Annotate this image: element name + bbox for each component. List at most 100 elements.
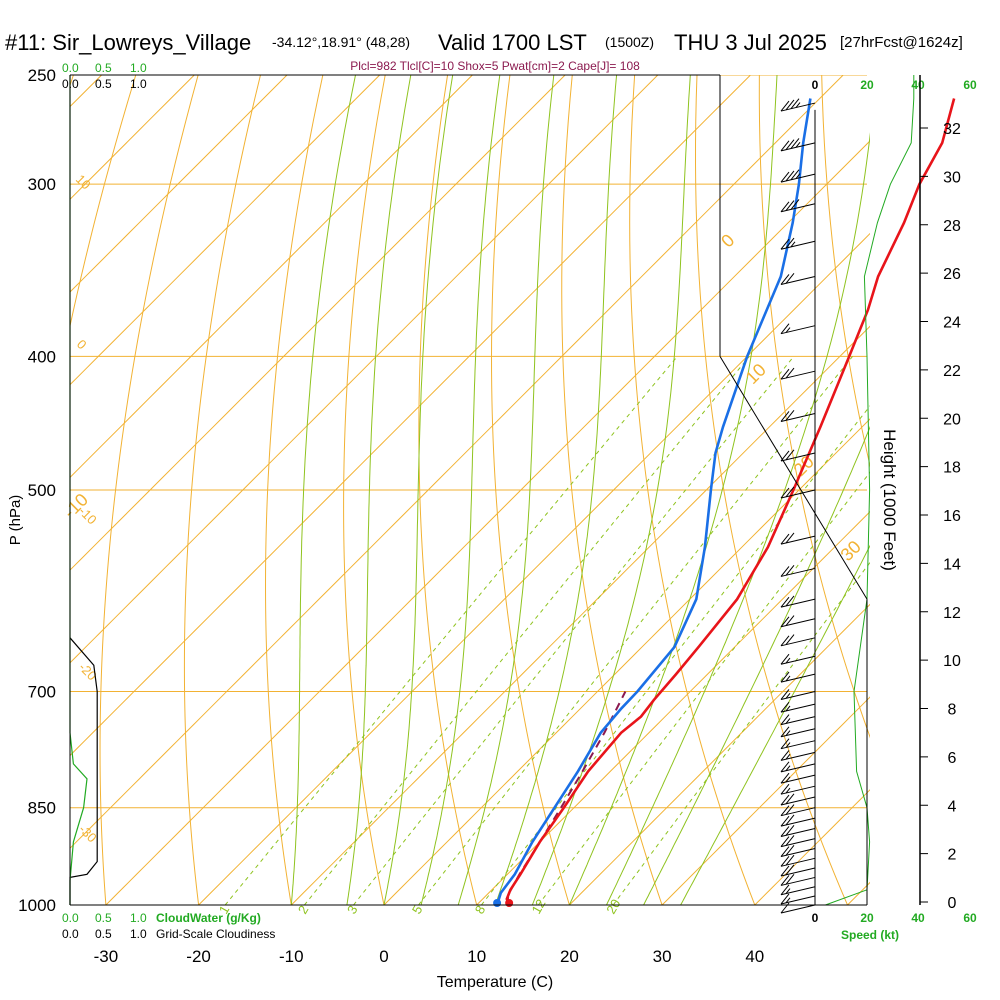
temperature-tick-label: 20 bbox=[560, 947, 579, 966]
wind-barb bbox=[780, 409, 816, 422]
wind-barb-flag bbox=[780, 794, 790, 806]
wind-barb-flag bbox=[785, 564, 795, 576]
wind-barb-flag bbox=[780, 100, 790, 112]
cloud-panel: 0.0 0.0 0.0 0.0 0.5 0.5 0.5 0.5 1.0 1.0 1.0 1.0 Clou… bbox=[62, 61, 275, 941]
dry-adiabat-label: 0 bbox=[74, 337, 90, 353]
moist-adiabat-line bbox=[643, 425, 870, 905]
dry-adiabat-line bbox=[0, 51, 20, 935]
isotherm-line bbox=[70, 75, 566, 571]
isotherm-line bbox=[70, 75, 752, 757]
mixing-ratio-line bbox=[224, 356, 678, 905]
wind-barb-flag bbox=[785, 804, 795, 815]
wind-barb-flag bbox=[780, 616, 790, 628]
dry-adiabat-line bbox=[99, 75, 199, 905]
wind-barb-flag bbox=[780, 865, 790, 877]
station-title: #11: Sir_Lowreys_Village bbox=[5, 30, 251, 55]
wind-barb bbox=[780, 714, 816, 726]
sounding-parameters: Plcl=982 Tlcl[C]=10 Shox=5 Pwat[cm]=2 Ca… bbox=[350, 59, 640, 73]
wind-barb-flag bbox=[780, 201, 790, 213]
wind-barb bbox=[780, 761, 816, 773]
wind-speed-tick-bottom: 60 bbox=[963, 911, 977, 925]
wind-barb-flag bbox=[785, 854, 795, 866]
station-coords: -34.12°,18.91° (48,28) bbox=[272, 34, 410, 50]
wind-barb bbox=[780, 750, 816, 761]
wind-barb-half-flag bbox=[785, 888, 791, 894]
wind-barb-staff bbox=[780, 904, 816, 914]
forecast-tag: [27hrFcst@1624z] bbox=[840, 34, 963, 51]
moist-adiabat-line bbox=[383, 75, 454, 905]
wind-barb bbox=[780, 793, 816, 806]
dry-adiabat-line bbox=[561, 75, 663, 905]
surface-temperature-point bbox=[505, 899, 514, 907]
isotherm-line bbox=[70, 75, 659, 664]
wind-barb-half-flag bbox=[785, 753, 791, 760]
wind-barb bbox=[780, 772, 816, 784]
isotherm-line bbox=[569, 603, 870, 905]
height-tick-label: 0 bbox=[948, 895, 957, 912]
wind-barb-flag bbox=[785, 864, 795, 876]
wind-barb-flag bbox=[780, 826, 790, 837]
wind-barb-flag bbox=[790, 138, 800, 149]
wind-barb bbox=[780, 689, 816, 700]
wind-barb bbox=[780, 884, 816, 896]
valid-time: Valid 1700 LST bbox=[438, 30, 587, 55]
wind-barb bbox=[780, 824, 816, 837]
cloudwater-scale-tick-top: 0.0 bbox=[62, 61, 79, 75]
wind-barb-half-flag bbox=[785, 897, 791, 904]
dry-adiabat-line bbox=[70, 75, 137, 329]
wind-barb bbox=[780, 272, 816, 285]
pressure-tick-label: 1000 bbox=[18, 896, 56, 915]
wind-barb bbox=[780, 634, 816, 647]
cloudiness-label: Grid-Scale Cloudiness bbox=[156, 927, 275, 941]
wind-barb-flag bbox=[780, 750, 790, 761]
wind-barb-half-flag bbox=[785, 675, 791, 682]
wind-barb bbox=[780, 854, 816, 867]
wind-barb-half-flag bbox=[795, 102, 801, 108]
height-tick-label: 26 bbox=[943, 266, 961, 283]
wind-barb-half-flag bbox=[785, 730, 791, 736]
temperature-axis-label: Temperature (C) bbox=[437, 974, 553, 991]
wind-barb bbox=[780, 367, 816, 380]
wind-barb-flag bbox=[785, 845, 795, 856]
wind-barb bbox=[780, 845, 816, 858]
pressure-tick-label: 700 bbox=[28, 682, 56, 701]
height-tick-label: 28 bbox=[943, 218, 961, 235]
height-tick-label: 20 bbox=[943, 411, 961, 428]
wind-barb bbox=[780, 323, 816, 335]
height-tick-label: 12 bbox=[943, 605, 961, 622]
wind-barb-flag bbox=[780, 368, 790, 380]
cloudiness-scale-tick-bottom: 1.0 bbox=[130, 927, 147, 941]
isotherm-line bbox=[105, 140, 870, 905]
dry-adiabat-line bbox=[821, 75, 870, 468]
wind-barb bbox=[780, 199, 816, 213]
height-tick-label: 32 bbox=[943, 121, 961, 138]
isotherm-line bbox=[70, 75, 474, 479]
dry-adiabat-line bbox=[418, 75, 478, 905]
wind-barb-half-flag bbox=[785, 742, 791, 748]
moist-adiabat-line bbox=[290, 75, 356, 905]
cloudwater-scale-tick-top: 1.0 bbox=[130, 61, 147, 75]
wind-speed-tick-bottom: 0 bbox=[812, 911, 819, 925]
height-tick-label: 8 bbox=[948, 702, 957, 719]
cloudwater-label: CloudWater (g/Kg) bbox=[156, 911, 261, 925]
wind-speed-axis-label: Speed (kt) bbox=[841, 928, 899, 942]
dry-adiabat-line bbox=[758, 75, 870, 739]
wind-barb bbox=[780, 671, 816, 683]
valid-utc: (1500Z) bbox=[605, 34, 654, 50]
wind-barb-half-flag bbox=[785, 718, 791, 724]
temperature-tick-label: 30 bbox=[653, 947, 672, 966]
moist-adiabat-line bbox=[531, 75, 691, 905]
wind-barb-flag bbox=[785, 595, 795, 607]
moist-adiabat-line bbox=[680, 544, 870, 905]
wind-barb-flag bbox=[780, 140, 790, 152]
mixing-ratio-line bbox=[304, 356, 750, 905]
wind-barb bbox=[780, 532, 816, 545]
wind-barb-flag bbox=[785, 139, 795, 150]
moist-adiabat-line bbox=[606, 132, 870, 905]
height-tick-label: 4 bbox=[948, 798, 957, 815]
wind-speed-tick-top: 40 bbox=[911, 78, 925, 92]
wind-speed-tick-top: 60 bbox=[963, 78, 977, 92]
height-tick-label: 6 bbox=[948, 750, 957, 767]
mixing-ratio-line bbox=[353, 356, 795, 905]
